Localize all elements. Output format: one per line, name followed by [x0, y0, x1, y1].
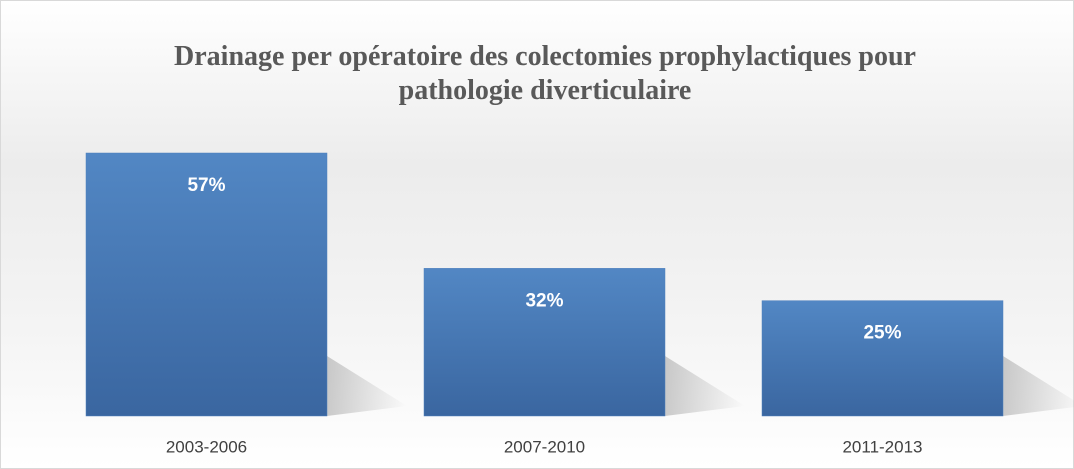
data-label: 57% [187, 175, 225, 196]
bar-shadow [1003, 356, 1074, 416]
bar-shadow [665, 356, 745, 416]
bar [423, 268, 666, 417]
x-tick-label: 2007-2010 [504, 437, 585, 456]
data-label: 25% [863, 323, 901, 344]
bar [85, 152, 328, 417]
bar-shadow [327, 356, 407, 416]
x-tick-label: 2011-2013 [842, 437, 922, 456]
bar [761, 300, 1004, 417]
data-label: 32% [525, 290, 563, 311]
x-tick-label: 2003-2006 [166, 437, 247, 456]
chart-title: Drainage per opératoire des colectomies … [174, 41, 916, 106]
